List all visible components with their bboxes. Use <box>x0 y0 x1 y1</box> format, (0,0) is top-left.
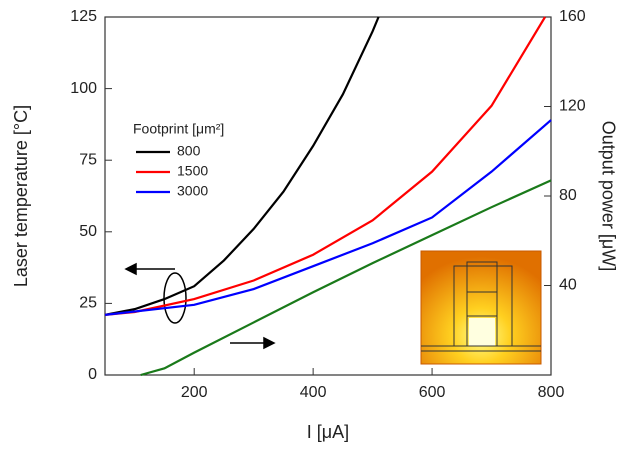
y-tick-label: 75 <box>79 151 97 168</box>
y2-tick-label: 40 <box>559 277 577 294</box>
y-tick-label: 50 <box>79 223 97 240</box>
y2-axis-label: Output power [μW] <box>598 121 618 271</box>
y-tick-label: 125 <box>70 8 97 25</box>
chart: I [μA] Laser temperature [°C] Output pow… <box>0 0 621 450</box>
inset-image <box>421 251 541 364</box>
y-tick-label: 100 <box>70 80 97 97</box>
x-tick-label: 200 <box>181 384 208 401</box>
annotations <box>126 264 274 348</box>
y2-tick-label: 160 <box>559 8 586 25</box>
x-tick-label: 800 <box>538 384 565 401</box>
legend-label: 3000 <box>177 183 208 199</box>
legend-label: 1500 <box>177 163 208 179</box>
x-tick-label: 600 <box>419 384 446 401</box>
y-tick-label: 0 <box>88 366 97 383</box>
y-axis-label: Laser temperature [°C] <box>11 105 31 287</box>
y2-tick-label: 80 <box>559 187 577 204</box>
legend-label: 800 <box>177 143 201 159</box>
x-axis-label: I [μA] <box>307 422 349 442</box>
x-tick-label: 400 <box>300 384 327 401</box>
legend-title: Footprint [μm²] <box>133 121 224 137</box>
y-tick-label: 25 <box>79 295 97 312</box>
y2-tick-label: 120 <box>559 98 586 115</box>
line-series <box>105 17 379 315</box>
